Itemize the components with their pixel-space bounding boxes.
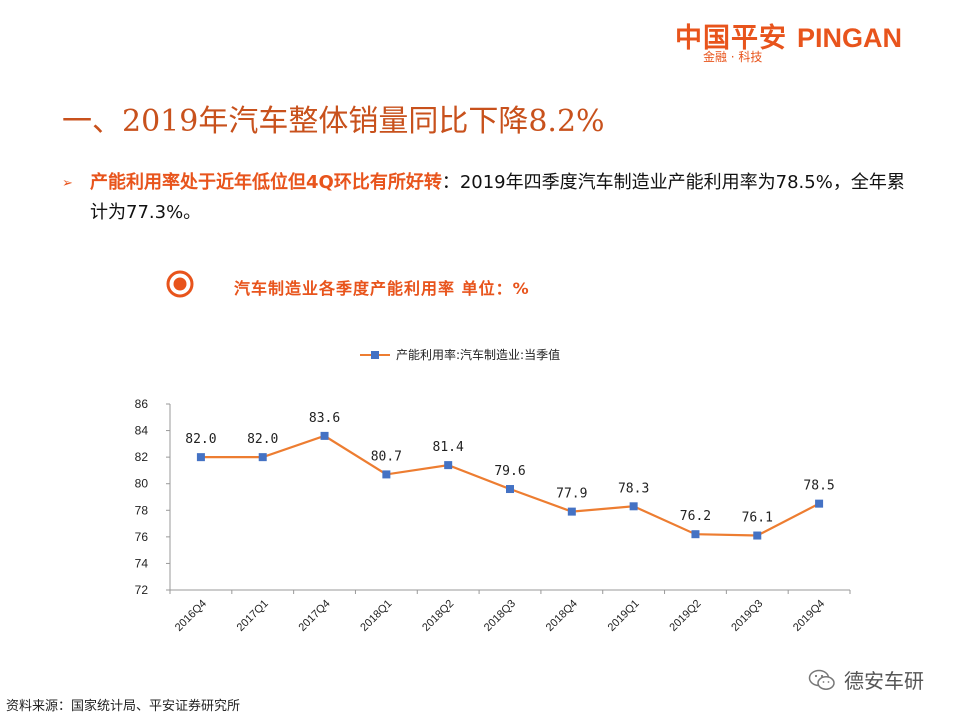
data-label: 76.2 (680, 509, 711, 524)
x-tick-label: 2017Q1 (235, 598, 271, 634)
y-tick-label: 80 (135, 477, 149, 491)
data-point (691, 530, 700, 539)
logo-wordmark: 中国平安 PINGAN (675, 16, 902, 55)
y-tick-label: 72 (135, 583, 149, 597)
y-tick-label: 76 (135, 530, 149, 544)
logo-cn: 中国平安 (674, 23, 787, 54)
x-tick-label: 2017Q4 (296, 598, 332, 634)
data-point (629, 502, 638, 511)
watermark-text: 德安车研 (844, 669, 924, 693)
source-note: 资料来源：国家统计局、平安证券研究所 (6, 699, 241, 714)
x-tick-label: 2018Q4 (544, 598, 580, 634)
y-tick-label: 86 (135, 397, 149, 411)
x-tick-label: 2018Q2 (420, 598, 456, 634)
data-point (196, 453, 205, 462)
data-point (382, 470, 391, 479)
data-point (815, 499, 824, 508)
target-icon (166, 270, 194, 298)
x-tick-label: 2019Q3 (729, 598, 765, 634)
data-point (506, 485, 514, 494)
chart-legend: 产能利用率:汽车制造业:当季值 (360, 346, 560, 363)
page-title: 一、2019年汽车整体销量同比下降8.2% (62, 104, 605, 139)
y-tick-label: 78 (135, 503, 149, 517)
bullet-paragraph: 产能利用率处于近年低位但4Q环比有所好转：2019年四季度汽车制造业产能利用率为… (90, 168, 910, 228)
data-label: 81.4 (433, 440, 464, 455)
data-label: 82.0 (247, 432, 278, 447)
data-label: 76.1 (742, 511, 773, 526)
x-tick-label: 2018Q3 (482, 598, 518, 634)
data-label: 82.0 (185, 432, 216, 447)
wechat-icon (808, 669, 835, 690)
data-point (320, 431, 329, 440)
data-label: 80.7 (371, 449, 402, 464)
y-tick-label: 82 (135, 450, 149, 464)
data-point (753, 531, 762, 540)
legend-label: 产能利用率:汽车制造业:当季值 (396, 348, 561, 362)
logo-en: PINGAN (796, 23, 902, 53)
x-tick-label: 2019Q4 (791, 598, 827, 634)
x-tick-label: 2018Q1 (358, 598, 394, 634)
logo-tagline: 金融 · 科技 (702, 50, 763, 64)
data-point (444, 461, 453, 470)
y-tick-label: 74 (135, 556, 149, 570)
data-point (567, 507, 576, 516)
data-label: 79.6 (494, 464, 525, 479)
data-point (258, 453, 267, 462)
x-tick-label: 2019Q1 (606, 598, 642, 634)
data-label: 78.3 (618, 481, 649, 496)
x-tick-label: 2019Q2 (667, 598, 703, 634)
watermark: 德安车研 (808, 665, 924, 694)
data-label: 77.9 (556, 487, 587, 502)
y-tick-label: 84 (135, 424, 149, 438)
bullet-text: ：2019年四季度汽车制造业产能利用率为78.5%，全年累计为77.3%。 (90, 172, 905, 223)
chart-title: 汽车制造业各季度产能利用率 单位：% (234, 279, 530, 298)
data-label: 83.6 (309, 411, 340, 426)
legend-marker-icon (360, 350, 390, 359)
x-tick-label: 2016Q4 (173, 598, 209, 634)
brand-logo: 中国平安 PINGAN 金融 · 科技 (675, 16, 902, 64)
data-label: 78.5 (803, 479, 834, 494)
bullet-arrow-icon: ➢ (62, 176, 73, 191)
bullet-highlight: 产能利用率处于近年低位但4Q环比有所好转 (90, 172, 442, 193)
